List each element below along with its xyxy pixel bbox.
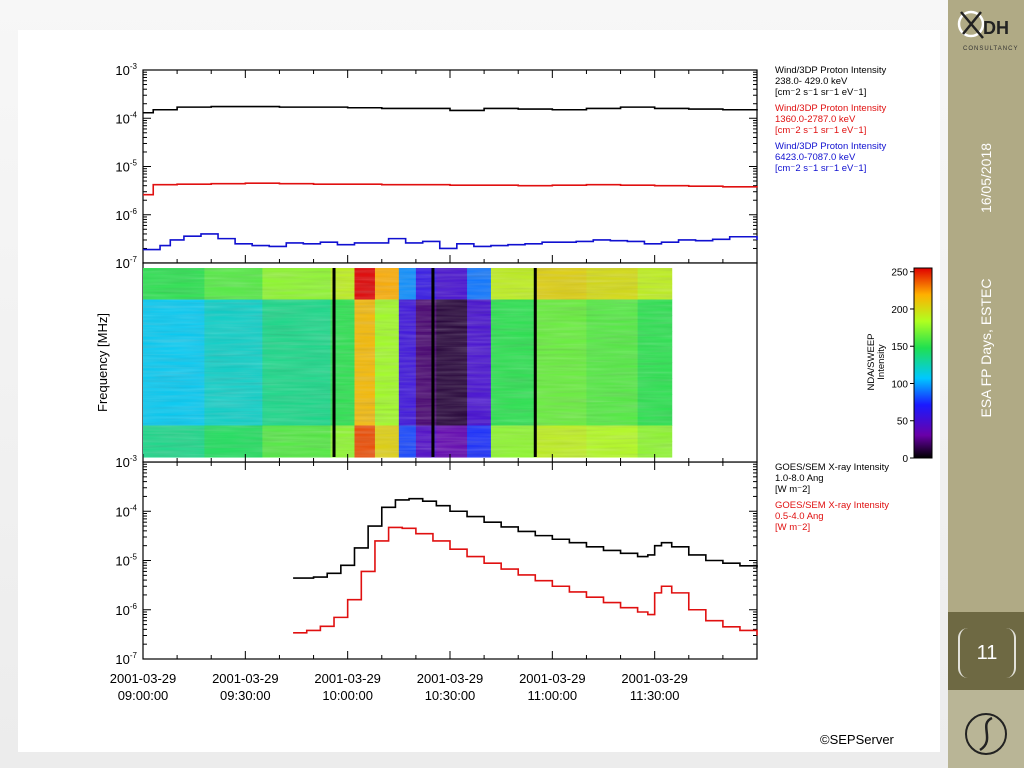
y-tick-label: 10-3 (115, 454, 137, 470)
y-tick-label: 10-7 (115, 651, 137, 667)
spectrogram-ylabel: Frequency [MHz] (95, 313, 110, 412)
colorbar-tick-label: 50 (897, 417, 909, 428)
y-tick-label: 10-6 (115, 207, 137, 223)
legend-units: [cm⁻2 s⁻1 sr⁻1 eV⁻1] (775, 125, 866, 136)
colorbar-tick-label: 200 (891, 305, 908, 316)
spectrogram-dark-line (332, 268, 336, 457)
page-number: 11 (958, 628, 1016, 678)
x-tick-label-time: 10:30:00 (425, 688, 476, 703)
x-tick-label-date: 2001-03-29 (417, 671, 484, 686)
legend-energy: 0.5-4.0 Ang (775, 511, 824, 522)
y-tick-label: 10-4 (115, 503, 137, 519)
company-logo: DH CONSULTANCY (957, 10, 1018, 52)
colorbar-tick-label: 100 (891, 379, 908, 390)
legend-energy: 238.0- 429.0 keV (775, 76, 848, 87)
series-line-1 (143, 105, 758, 114)
x-tick-label-date: 2001-03-29 (212, 671, 279, 686)
spectrogram-dark-line (533, 268, 537, 457)
legend-name: Wind/3DP Proton Intensity (775, 103, 886, 114)
y-tick-label: 10-5 (115, 553, 137, 569)
colorbar-label: NDA/SWEEP (866, 333, 877, 390)
sidebar-date: 16/05/2018 (978, 142, 994, 214)
y-tick-label: 10-3 (115, 62, 137, 78)
colorbar-tick-label: 0 (902, 454, 908, 465)
y-tick-label: 10-5 (115, 159, 137, 175)
x-tick-label-date: 2001-03-29 (519, 671, 586, 686)
x-tick-label-time: 09:00:00 (118, 688, 169, 703)
legend-energy: 1360.0-2787.0 keV (775, 114, 856, 125)
x-tick-label-time: 11:30:00 (630, 688, 680, 703)
legend-units: [cm⁻2 s⁻1 sr⁻1 eV⁻1] (775, 163, 866, 174)
x-tick-label-date: 2001-03-29 (314, 671, 381, 686)
spectrogram-texture (143, 268, 672, 457)
proton-intensity-panel-frame (142, 69, 758, 264)
xray-intensity-panel-frame (142, 461, 758, 660)
legend-energy: 6423.0-7087.0 keV (775, 152, 856, 163)
y-tick-label: 10-7 (115, 255, 137, 271)
legend-name: GOES/SEM X-ray Intensity (775, 462, 889, 473)
footer-logo-icon (965, 713, 1007, 755)
series-line-1 (293, 497, 758, 579)
legend-units: [W m⁻2] (775, 522, 810, 533)
colorbar-label: Intensity (876, 344, 887, 380)
series-line-2 (143, 182, 758, 196)
colorbar (913, 267, 933, 459)
legend-units: [W m⁻2] (775, 484, 810, 495)
chart-panels: 10-3 10-4 10-5 10-6 10-7 Wind/3DP Proton Inte… (95, 62, 933, 703)
x-tick-label-time: 10:00:00 (322, 688, 373, 703)
x-tick-label-date: 2001-03-29 (110, 671, 177, 686)
credit-text: ©SEPServer (820, 732, 894, 747)
legend-energy: 1.0-8.0 Ang (775, 473, 824, 484)
y-tick-label: 10-4 (115, 110, 137, 126)
x-tick-label-time: 11:00:00 (528, 688, 578, 703)
legend-name: Wind/3DP Proton Intensity (775, 141, 886, 152)
legend-name: Wind/3DP Proton Intensity (775, 65, 886, 76)
logo-circle-icon (957, 10, 985, 38)
legend-units: [cm⁻2 s⁻1 sr⁻1 eV⁻1] (775, 87, 866, 98)
logo-cross-icon (960, 11, 984, 39)
chart-figure: 10-3 10-4 10-5 10-6 10-7 Wind/3DP Proton Inte… (95, 62, 933, 703)
logo-subtext: CONSULTANCY (963, 46, 1018, 52)
spectrogram-dark-line (431, 268, 435, 457)
colorbar-tick-label: 250 (891, 268, 908, 279)
sidebar-event: ESA FP Days, ESTEC (978, 278, 994, 418)
logo-text: DH (983, 18, 1009, 38)
x-tick-label-date: 2001-03-29 (621, 671, 688, 686)
legend-name: GOES/SEM X-ray Intensity (775, 500, 889, 511)
series-line-2 (293, 526, 758, 636)
series-line-3 (143, 233, 758, 251)
y-tick-label: 10-6 (115, 602, 137, 618)
sidebar-top-strip (948, 0, 1024, 612)
x-tick-label-time: 09:30:00 (220, 688, 271, 703)
colorbar-tick-label: 150 (891, 342, 908, 353)
